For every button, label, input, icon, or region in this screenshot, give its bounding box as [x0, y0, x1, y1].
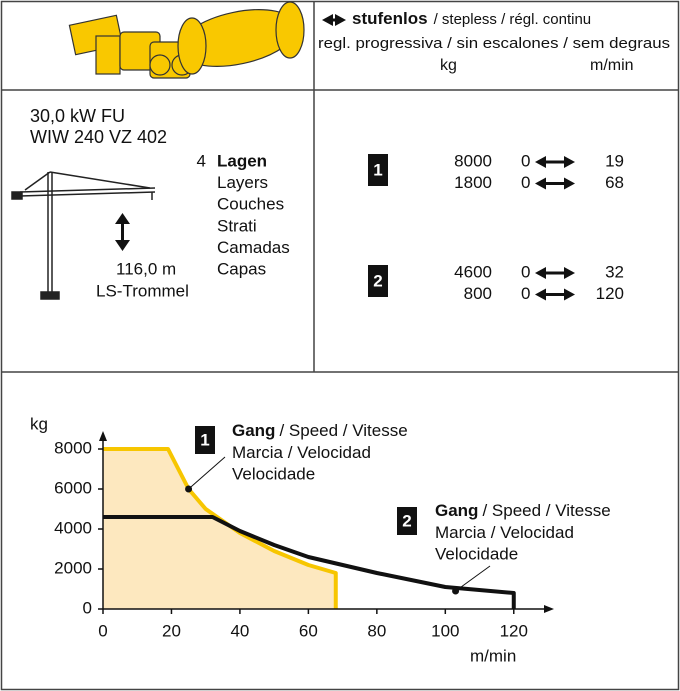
layer-label: Couches	[217, 195, 284, 214]
x-tick-label: 80	[367, 621, 386, 640]
label: LS-Trommel	[96, 281, 189, 300]
arrow-head	[564, 289, 575, 301]
arrow-head	[564, 156, 575, 168]
speed-max: 32	[605, 262, 624, 281]
label: WIW 240 VZ 402	[30, 127, 167, 147]
crane-icon	[12, 172, 155, 299]
label: regl. progressiva / sin escalones / sem …	[318, 36, 670, 52]
double-arrow	[535, 267, 575, 279]
x-tick-label: 40	[230, 621, 249, 640]
height-arrow	[115, 213, 130, 251]
gear-number: 1	[200, 430, 209, 449]
data-sheet: stufenlos / stepless / régl. continu regl.…	[0, 0, 680, 691]
winch-icon	[69, 0, 304, 78]
arrow-shaft	[543, 182, 567, 185]
x-axis-label: m/min	[470, 646, 516, 665]
gear-number: 2	[373, 271, 382, 290]
double-arrow	[535, 156, 575, 168]
speed-min: 0	[521, 262, 530, 281]
stepless: stufenlos	[352, 9, 428, 28]
label: 4	[197, 151, 206, 170]
x-tick-label: 120	[500, 621, 528, 640]
speed-max: 120	[596, 284, 624, 303]
x-tick-label: 20	[162, 621, 181, 640]
gear-number: 1	[373, 160, 382, 179]
arrow-head	[535, 178, 546, 190]
x-tick-label: 0	[98, 621, 107, 640]
speed-min: 0	[521, 151, 530, 170]
layer-label: Layers	[217, 173, 268, 192]
gear-number: 2	[402, 511, 411, 530]
annotation-text: / Speed / Vitesse	[279, 421, 407, 440]
arrow-head	[322, 14, 333, 26]
load: 1800	[454, 173, 492, 192]
arrow-head	[335, 14, 346, 26]
y-tick-label: 4000	[54, 518, 92, 537]
speed-max: 68	[605, 173, 624, 192]
annotation-bold: Gang	[435, 501, 478, 520]
annotation-line: Marcia / Velocidad	[232, 443, 371, 462]
double-arrow	[322, 14, 346, 26]
arrow-head	[535, 156, 546, 168]
arrow-shaft	[543, 272, 567, 275]
y-tick-label: 0	[83, 598, 92, 617]
arrow-head	[564, 267, 575, 279]
arrow-head	[535, 267, 546, 279]
axis-arrow	[544, 605, 554, 613]
load: 800	[464, 284, 492, 303]
annotation-line: Velocidade	[435, 544, 518, 563]
annotation-line: Velocidade	[232, 464, 315, 483]
annotation-point	[185, 486, 192, 493]
layer-label: Capas	[217, 259, 266, 278]
label: kg	[440, 57, 457, 74]
arrow-head	[564, 178, 575, 190]
arrow-shaft	[543, 293, 567, 296]
load: 4600	[454, 262, 492, 281]
annotation-line: Gang/ Speed / Vitesse	[232, 421, 408, 440]
y-tick-label: 8000	[54, 438, 92, 457]
x-tick-label: 60	[299, 621, 318, 640]
arrow-shaft	[543, 161, 567, 164]
label: 116,0 m	[116, 259, 176, 278]
annotation-point	[452, 588, 459, 595]
label: 30,0 kW FU	[30, 106, 125, 126]
layer-label: Strati	[217, 216, 257, 235]
speed-max: 19	[605, 151, 624, 170]
leader-line	[456, 566, 490, 591]
speed-min: 0	[521, 173, 530, 192]
leader-line	[189, 457, 225, 489]
layer-label: Camadas	[217, 238, 290, 257]
header-line: stufenlos / stepless / régl. continu	[352, 9, 591, 28]
y-tick-label: 6000	[54, 478, 92, 497]
double-arrow	[535, 178, 575, 190]
axis-arrow	[99, 431, 107, 441]
stepless-translations: / stepless / régl. continu	[434, 11, 592, 28]
annotation-line: Gang/ Speed / Vitesse	[435, 501, 611, 520]
x-tick-label: 100	[431, 621, 459, 640]
layer-label: Lagen	[217, 151, 267, 170]
y-axis-label: kg	[30, 414, 48, 433]
speed-min: 0	[521, 284, 530, 303]
annotation-text: / Speed / Vitesse	[482, 501, 610, 520]
load: 8000	[454, 151, 492, 170]
annotation-line: Marcia / Velocidad	[435, 523, 574, 542]
annotation-bold: Gang	[232, 421, 275, 440]
arrow-head	[535, 289, 546, 301]
y-tick-label: 2000	[54, 558, 92, 577]
double-arrow	[535, 289, 575, 301]
label: m/min	[590, 57, 634, 74]
